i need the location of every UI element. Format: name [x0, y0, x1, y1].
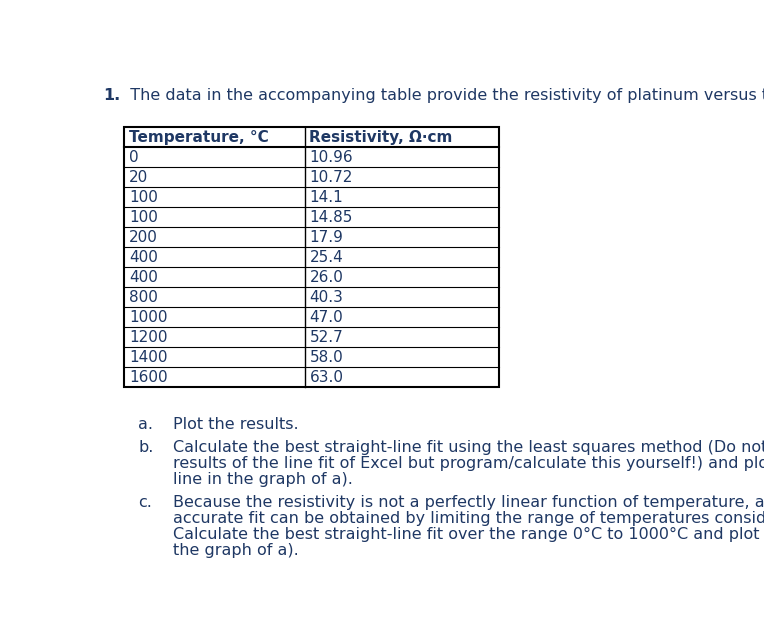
Text: 47.0: 47.0: [309, 310, 343, 325]
Text: 40.3: 40.3: [309, 290, 343, 305]
Text: Temperature, °C: Temperature, °C: [129, 130, 269, 144]
Text: 10.96: 10.96: [309, 150, 353, 164]
Text: 63.0: 63.0: [309, 370, 343, 385]
Text: 10.72: 10.72: [309, 169, 353, 185]
Text: Because the resistivity is not a perfectly linear function of temperature, a mor: Because the resistivity is not a perfect…: [173, 495, 764, 510]
Text: 17.9: 17.9: [309, 230, 343, 245]
Text: 200: 200: [129, 230, 157, 245]
Text: 400: 400: [129, 250, 157, 265]
Text: 0: 0: [129, 150, 138, 164]
Text: 100: 100: [129, 189, 157, 205]
Text: Calculate the best straight-line fit using the least squares method (Do not rely: Calculate the best straight-line fit usi…: [173, 440, 764, 455]
Text: a.: a.: [138, 417, 153, 431]
Text: 58.0: 58.0: [309, 350, 343, 365]
Text: 1600: 1600: [129, 370, 167, 385]
Text: accurate fit can be obtained by limiting the range of temperatures considered.: accurate fit can be obtained by limiting…: [173, 511, 764, 526]
Text: 1200: 1200: [129, 330, 167, 345]
Text: 25.4: 25.4: [309, 250, 343, 265]
Text: 100: 100: [129, 210, 157, 225]
Text: the graph of a).: the graph of a).: [173, 542, 299, 557]
Text: 26.0: 26.0: [309, 270, 343, 285]
Text: 800: 800: [129, 290, 157, 305]
Bar: [125, 127, 498, 387]
Text: 20: 20: [129, 169, 148, 185]
Text: line in the graph of a).: line in the graph of a).: [173, 472, 353, 487]
Text: results of the line fit of Excel but program/calculate this yourself!) and plot : results of the line fit of Excel but pro…: [173, 456, 764, 471]
Text: 52.7: 52.7: [309, 330, 343, 345]
Text: The data in the accompanying table provide the resistivity of platinum versus te: The data in the accompanying table provi…: [120, 88, 764, 103]
Text: b.: b.: [138, 440, 154, 455]
Text: Plot the results.: Plot the results.: [173, 417, 299, 431]
Text: 1.: 1.: [103, 88, 121, 103]
Text: 1400: 1400: [129, 350, 167, 365]
Text: 400: 400: [129, 270, 157, 285]
Text: Resistivity, Ω·cm: Resistivity, Ω·cm: [309, 130, 453, 144]
Text: 14.85: 14.85: [309, 210, 353, 225]
Text: 14.1: 14.1: [309, 189, 343, 205]
Text: c.: c.: [138, 495, 152, 510]
Text: Calculate the best straight-line fit over the range 0°C to 1000°C and plot the r: Calculate the best straight-line fit ove…: [173, 526, 764, 542]
Text: 1000: 1000: [129, 310, 167, 325]
